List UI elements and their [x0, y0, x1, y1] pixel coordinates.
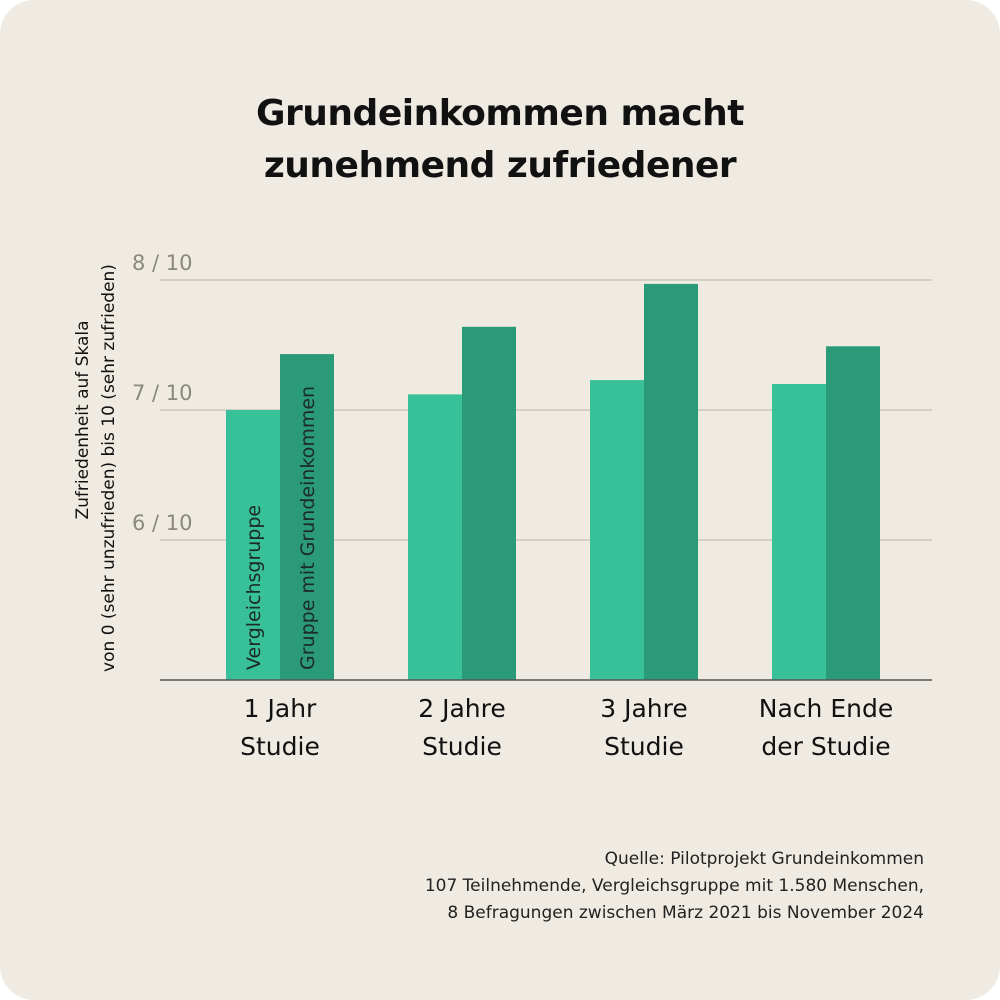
- bar-grundeinkommen-3: [644, 283, 698, 680]
- source-line-1: Quelle: Pilotprojekt Grundeinkommen: [604, 849, 924, 869]
- x-category-label-1-line-1: 1 Jahr: [244, 694, 317, 723]
- series-label-2: Gruppe mit Grundeinkommen: [297, 386, 319, 670]
- x-category-label-3-line-2: Studie: [604, 732, 684, 761]
- y-tick-label-7: 7 / 10: [132, 381, 193, 405]
- y-tick-label-6: 6 / 10: [132, 511, 193, 535]
- y-tick-label-8: 8 / 10: [132, 251, 193, 275]
- y-axis-title-line-1: Zufriedenheit auf Skala: [73, 320, 93, 519]
- x-category-label-2-line-1: 2 Jahre: [418, 694, 506, 723]
- x-category-label-2-line-2: Studie: [422, 732, 502, 761]
- x-category-label-1-line-2: Studie: [240, 732, 320, 761]
- bar-grundeinkommen-2: [462, 326, 516, 680]
- chart-title: Grundeinkommen macht zunehmend zufrieden…: [0, 88, 1000, 192]
- source-line-3: 8 Befragungen zwischen März 2021 bis Nov…: [447, 903, 924, 923]
- bar-vergleichsgruppe-3: [590, 380, 644, 680]
- bar-vergleichsgruppe-4: [772, 384, 826, 680]
- x-category-label-4-line-1: Nach Ende: [759, 694, 893, 723]
- series-label-1: Vergleichsgruppe: [243, 505, 265, 670]
- bar-vergleichsgruppe-1: [226, 410, 280, 680]
- chart-title-line-2: zunehmend zufriedener: [263, 145, 737, 186]
- chart-title-line-1: Grundeinkommen macht: [255, 93, 745, 134]
- source-line-2: 107 Teilnehmende, Vergleichsgruppe mit 1…: [424, 876, 924, 896]
- x-category-label-3-line-1: 3 Jahre: [600, 694, 688, 723]
- bar-grundeinkommen-4: [826, 346, 880, 680]
- source-note: Quelle: Pilotprojekt Grundeinkommen 107 …: [425, 846, 924, 927]
- x-category-label-4-line-2: der Studie: [761, 732, 890, 761]
- bar-vergleichsgruppe-2: [408, 394, 462, 680]
- bar-grundeinkommen-1: [280, 354, 334, 680]
- y-axis-title-line-2: von 0 (sehr unzufrieden) bis 10 (sehr zu…: [99, 264, 119, 672]
